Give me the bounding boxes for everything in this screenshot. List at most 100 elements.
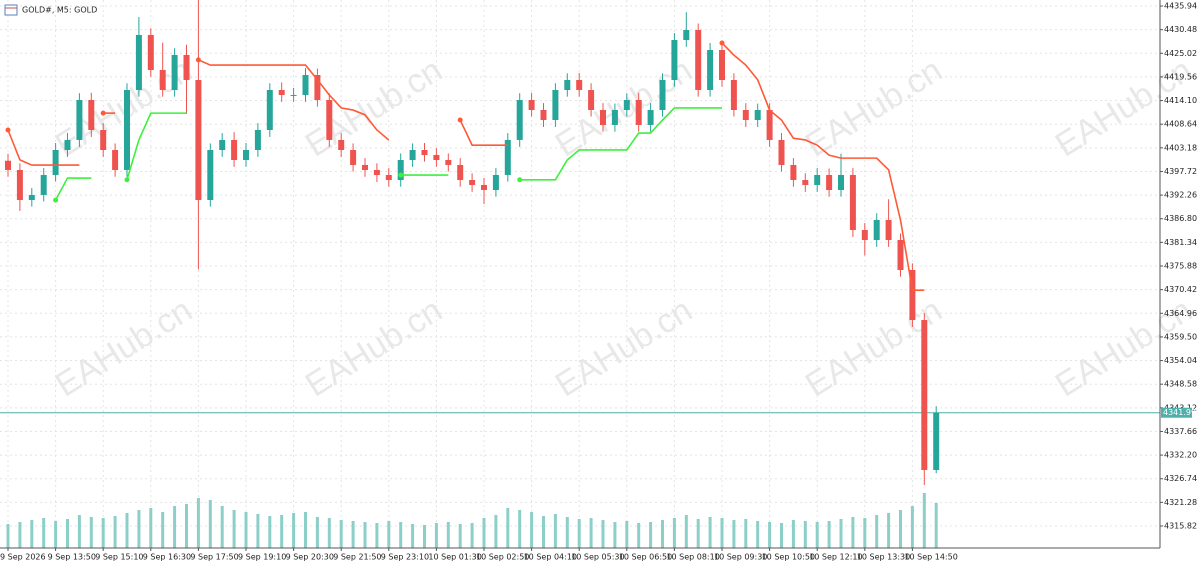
y-tick-label: 4370.42: [1164, 285, 1197, 294]
volume-bar: [649, 522, 653, 548]
supertrend-line: [721, 42, 925, 291]
volume-bar: [256, 514, 260, 548]
candle-body: [147, 34, 154, 70]
candle-body: [409, 149, 416, 160]
candle-body: [338, 139, 345, 150]
candle-body: [397, 159, 404, 180]
volume-bar: [887, 513, 891, 548]
volume-bar: [268, 516, 272, 548]
y-tick-label: 4354.04: [1164, 356, 1197, 365]
volume-bar: [18, 522, 22, 548]
candle-body: [814, 174, 821, 185]
x-tick-label: 9 Sep 21:50: [333, 553, 381, 562]
y-tick-label: 4375.88: [1164, 262, 1197, 271]
x-tick-label: 9 Sep 17:50: [190, 553, 238, 562]
candle-body: [314, 75, 321, 100]
volume-bar: [30, 520, 34, 548]
current-price-label: 4341.99: [1163, 408, 1196, 417]
candle-body: [159, 69, 166, 90]
candle-body: [552, 89, 559, 120]
candle-body: [64, 139, 71, 150]
y-tick-label: 4392.26: [1164, 191, 1197, 200]
volume-bar: [768, 522, 772, 548]
candle-body: [16, 169, 23, 200]
volume-bar: [708, 517, 712, 548]
volume-bar: [756, 521, 760, 548]
volume-bar: [327, 518, 331, 548]
volume-bar: [101, 518, 105, 548]
volume-bar: [506, 508, 510, 548]
candle-body: [373, 169, 380, 175]
candle-body: [873, 219, 880, 240]
candle-body: [100, 129, 107, 150]
candle-body: [112, 149, 119, 170]
candle-body: [504, 139, 511, 175]
volume-bar: [684, 515, 688, 548]
volume-bar: [363, 522, 367, 548]
x-tick-label: 10 Sep 12:10: [809, 553, 862, 562]
plot: [0, 0, 1160, 485]
current-price-box: [1161, 407, 1192, 418]
volume-bar: [208, 500, 212, 548]
volume-bar: [351, 521, 355, 548]
y-tick-label: 4348.58: [1164, 380, 1197, 389]
candle-body: [754, 109, 761, 120]
volume-bar: [780, 523, 783, 548]
y-tick-label: 4419.56: [1164, 72, 1197, 81]
volume-bar: [791, 520, 795, 548]
candle-body: [790, 164, 797, 180]
volume-bar: [54, 521, 58, 548]
volume-bar: [387, 521, 391, 548]
volume-bar: [161, 512, 165, 548]
volume-bar: [732, 520, 736, 548]
volume-bar: [875, 515, 879, 548]
volume-bar: [470, 523, 474, 548]
y-tick-label: 4315.82: [1164, 522, 1197, 531]
candle-body: [778, 139, 785, 165]
candle-body: [469, 179, 476, 185]
candle-body: [28, 194, 35, 200]
volume-bar: [304, 512, 307, 548]
volume-bar: [458, 524, 462, 548]
volume-bar: [482, 518, 486, 548]
volume-bar: [434, 523, 438, 548]
candle-body: [433, 154, 440, 160]
volume-bar: [542, 516, 545, 548]
candle-body: [826, 174, 833, 190]
volume-bar: [803, 521, 807, 548]
supertrend-dot: [124, 177, 130, 183]
header-title: GOLD#, M5: GOLD: [22, 6, 97, 15]
candle-body: [921, 319, 928, 470]
supertrend-dot: [195, 57, 201, 63]
candle-body: [516, 99, 523, 140]
candle-body: [362, 164, 368, 170]
volume-bar: [446, 522, 450, 548]
volume-bar: [910, 506, 914, 548]
candle-body: [600, 109, 606, 125]
y-tick-label: 4381.34: [1164, 238, 1197, 247]
candle-body: [695, 29, 702, 90]
volume-bar: [292, 513, 296, 548]
candle-body: [52, 149, 59, 175]
y-tick-label: 4414.10: [1164, 96, 1197, 105]
volume-bar: [553, 514, 557, 548]
volume-bar: [375, 523, 379, 548]
supertrend-line: [198, 59, 390, 141]
candle-body: [219, 139, 226, 150]
volume-bar: [315, 517, 319, 548]
supertrend-dot: [100, 110, 106, 116]
volume-bar: [565, 517, 569, 548]
candle-body: [243, 149, 249, 160]
candle-body: [933, 412, 940, 470]
candle-body: [683, 29, 690, 40]
candle-body: [861, 229, 868, 240]
volume-bar: [399, 522, 403, 548]
supertrend-dot: [719, 40, 725, 46]
supertrend-line: [7, 129, 80, 166]
candle-body: [564, 79, 571, 90]
candle-body: [481, 184, 487, 190]
candle-body: [492, 174, 499, 190]
volume-bar: [149, 508, 153, 548]
candle-body: [88, 99, 95, 130]
volume-bar: [137, 510, 141, 548]
